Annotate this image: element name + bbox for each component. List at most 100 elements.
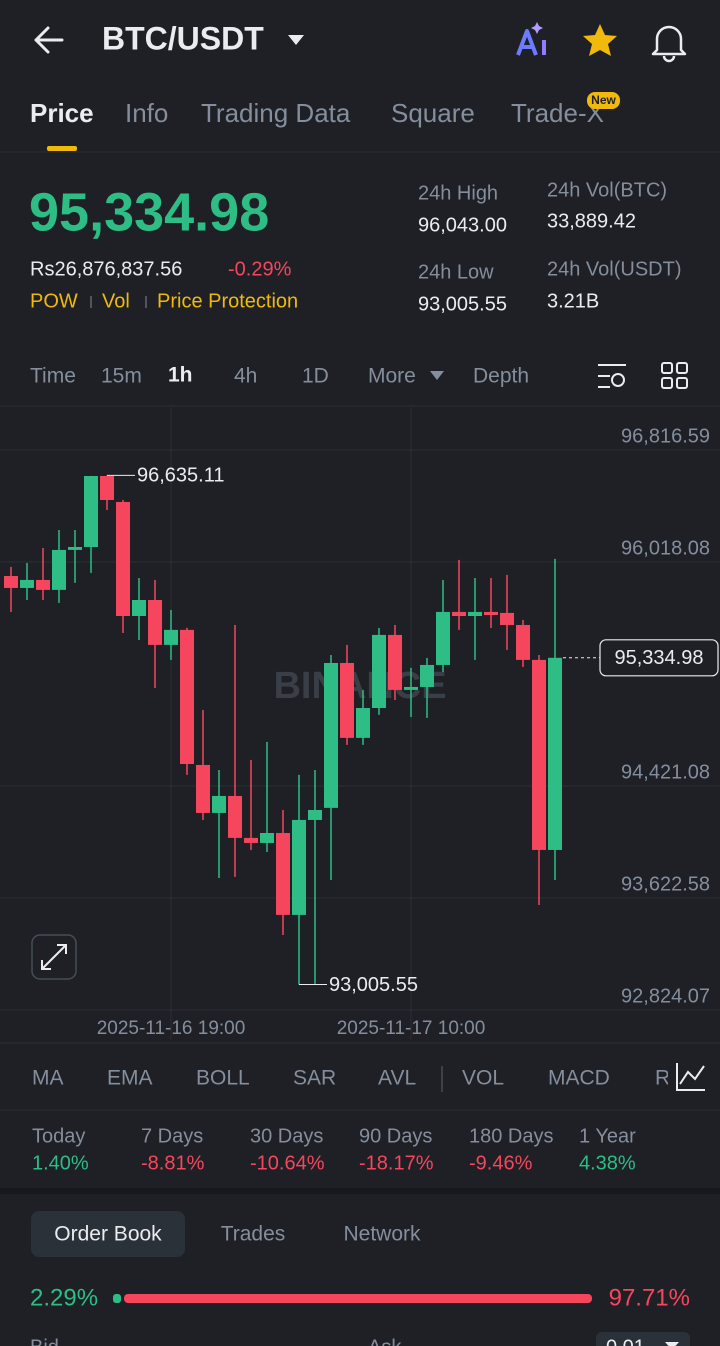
- candle: [436, 579, 450, 672]
- x-tick-label: 2025-11-17 10:00: [337, 1018, 486, 1039]
- candle: [532, 654, 546, 905]
- stat-value: 33,889.42: [547, 210, 636, 232]
- candle: [276, 809, 290, 935]
- tab[interactable]: Square: [391, 98, 475, 128]
- stat-value: 96,043.00: [418, 214, 507, 236]
- candle-body: [420, 664, 434, 687]
- candle-body: [52, 549, 66, 590]
- candle-body: [308, 809, 322, 820]
- period-label: 30 Days: [250, 1125, 323, 1147]
- indicator[interactable]: EMA: [107, 1067, 153, 1090]
- timeframe[interactable]: More: [368, 365, 416, 388]
- candle: [484, 577, 498, 628]
- indicator-settings-button[interactable]: [676, 1063, 705, 1091]
- candle-body: [116, 501, 130, 616]
- candle: [20, 562, 34, 601]
- candle: [36, 547, 50, 601]
- period-change: -18.17%: [359, 1152, 434, 1174]
- timeframe[interactable]: Depth: [473, 365, 529, 388]
- indicator[interactable]: VOL: [462, 1067, 504, 1090]
- candle: [116, 499, 130, 633]
- candle-body: [516, 624, 530, 660]
- tab[interactable]: Info: [125, 98, 168, 128]
- period-label: 7 Days: [141, 1125, 203, 1147]
- extreme-label: 93,005.55: [329, 974, 418, 996]
- tag[interactable]: Price Protection: [157, 290, 298, 312]
- period-change: -8.81%: [141, 1152, 205, 1174]
- orderbook-tab[interactable]: Network: [343, 1223, 421, 1246]
- candle-body: [468, 611, 482, 616]
- ai-button[interactable]: [516, 22, 546, 56]
- candle-body: [196, 764, 210, 813]
- timeframe[interactable]: 4h: [234, 365, 257, 388]
- candle-body: [372, 634, 386, 709]
- indicator[interactable]: BOLL: [196, 1067, 250, 1090]
- tab[interactable]: Trading Data: [201, 98, 351, 128]
- timeframe[interactable]: 1D: [302, 365, 329, 388]
- orderbook-tab[interactable]: Trades: [221, 1223, 286, 1246]
- candle-body: [404, 686, 418, 690]
- pair-dropdown[interactable]: [288, 35, 304, 45]
- tab[interactable]: Price: [30, 98, 94, 128]
- orderbook-tab[interactable]: Order Book: [54, 1223, 162, 1246]
- timeframe[interactable]: Time: [30, 365, 76, 388]
- y-tick-label: 92,824.07: [621, 985, 710, 1007]
- indicator[interactable]: MA: [32, 1067, 64, 1090]
- more-dropdown[interactable]: [430, 371, 444, 380]
- active-tab-indicator: [47, 146, 77, 151]
- indicator[interactable]: AVL: [378, 1067, 416, 1090]
- ask-bar: [124, 1294, 592, 1303]
- candle: [132, 577, 146, 640]
- candle: [452, 559, 466, 630]
- timeframe[interactable]: 15m: [101, 365, 142, 388]
- stat-label: 24h Low: [418, 261, 494, 283]
- candle-body: [180, 629, 194, 764]
- candle-body: [68, 546, 82, 550]
- notification-bell[interactable]: [651, 25, 687, 63]
- ask-ratio: 97.71%: [609, 1284, 690, 1311]
- candle-body: [164, 629, 178, 645]
- pair-title[interactable]: BTC/USDT: [102, 20, 264, 56]
- candle-body: [484, 611, 498, 616]
- tag[interactable]: Vol: [102, 290, 130, 312]
- stat-label: 24h High: [418, 182, 498, 204]
- back-button[interactable]: [34, 26, 64, 54]
- new-badge: New: [591, 93, 616, 107]
- extreme-label: 96,635.11: [137, 465, 225, 487]
- candle: [308, 770, 322, 984]
- section-divider: [0, 1188, 720, 1194]
- candle: [196, 709, 210, 820]
- candle-body: [4, 576, 18, 588]
- watermark: BINANCE: [273, 665, 446, 707]
- indicator[interactable]: MACD: [548, 1067, 610, 1090]
- candle: [388, 624, 402, 701]
- candle: [4, 566, 18, 612]
- candle-body: [212, 795, 226, 813]
- bid-ratio: 2.29%: [30, 1284, 98, 1311]
- y-tick-label: 93,622.58: [621, 873, 710, 895]
- bid-bar: [113, 1294, 121, 1303]
- candle: [164, 609, 178, 660]
- stat-label: 24h Vol(USDT): [547, 258, 682, 280]
- y-tick-label: 96,816.59: [621, 425, 710, 447]
- layout-button[interactable]: [661, 362, 688, 389]
- stat-value: 3.21B: [547, 290, 599, 312]
- column-header: Bid: [30, 1336, 59, 1346]
- candle: [356, 689, 370, 745]
- candle: [212, 770, 226, 879]
- tag[interactable]: POW: [30, 290, 78, 312]
- x-tick-label: 2025-11-16 19:00: [97, 1018, 246, 1039]
- chart-settings-button[interactable]: [598, 364, 626, 388]
- last-price: 95,334.98: [29, 182, 269, 242]
- candle: [420, 657, 434, 718]
- indicator[interactable]: SAR: [293, 1067, 336, 1090]
- favorite-star[interactable]: [583, 24, 617, 56]
- y-tick-label: 94,421.08: [621, 761, 710, 783]
- period-change: -9.46%: [469, 1152, 533, 1174]
- candle: [404, 667, 418, 717]
- indicator[interactable]: R: [655, 1067, 670, 1090]
- precision-dropdown[interactable]: [665, 1342, 679, 1346]
- timeframe[interactable]: 1h: [168, 364, 193, 387]
- expand-button[interactable]: [31, 934, 77, 980]
